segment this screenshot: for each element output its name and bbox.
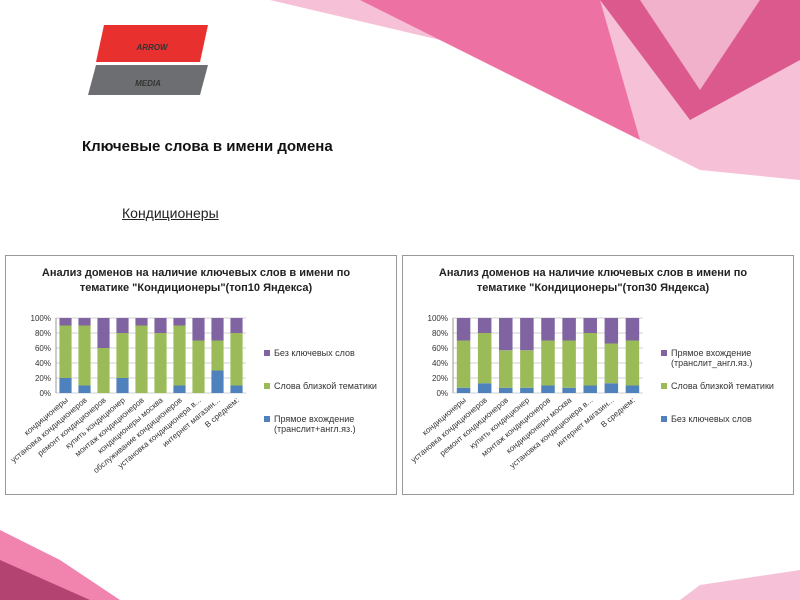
bar-segment	[562, 387, 576, 393]
bar-segment	[477, 318, 492, 333]
bar-segment	[604, 343, 619, 384]
slide-subtitle: Кондиционеры	[122, 205, 219, 221]
logo-text: MEDIA	[135, 79, 161, 88]
bar-segment	[192, 318, 205, 341]
legend-item: Прямое вхождение (транслит+англ.яз.)	[264, 414, 392, 434]
bar-segment	[541, 385, 555, 393]
bar-segment	[135, 325, 148, 393]
y-tick-label: 40%	[432, 359, 448, 368]
bar-segment	[116, 333, 129, 378]
bar-segment	[562, 318, 576, 341]
bar-segment	[456, 340, 471, 388]
y-tick-label: 60%	[35, 344, 51, 353]
bar-segment	[211, 340, 224, 371]
bar-segment	[541, 318, 555, 341]
bar-segment	[230, 333, 243, 386]
legend-swatch	[264, 416, 270, 422]
legend-item: Без ключевых слов	[264, 348, 392, 358]
logo-text: ARROW	[135, 43, 169, 52]
bar-segment	[583, 318, 597, 333]
bar-segment	[59, 325, 72, 378]
legend-swatch	[661, 350, 667, 356]
legend-item: Слова близкой тематики	[264, 381, 392, 391]
y-tick-label: 100%	[428, 314, 448, 323]
bar-segment	[625, 385, 640, 393]
plot: 0%20%40%60%80%100%кондиционерыустановка …	[409, 314, 643, 470]
bar-segment	[59, 318, 72, 326]
y-tick-label: 0%	[39, 389, 51, 398]
y-tick-label: 80%	[432, 329, 448, 338]
bar-segment	[173, 318, 186, 326]
plot: 0%20%40%60%80%100%кондиционерыустановка …	[9, 314, 246, 475]
chart-title: Анализ доменов на наличие ключевых слов …	[41, 267, 351, 294]
bar-segment	[604, 383, 619, 393]
legend-swatch	[661, 383, 667, 389]
legend-label: Прямое вхождение (транслит+англ.яз.)	[274, 414, 356, 434]
bar-segment	[477, 383, 492, 393]
bar-segment	[230, 318, 243, 333]
bar-segment	[499, 350, 513, 388]
bar-segment	[192, 340, 205, 393]
legend-item: Без ключевых слов	[661, 414, 789, 424]
legend-swatch	[264, 383, 270, 389]
legend-item: Прямое вхождение (транслит_англ.яз.)	[661, 348, 789, 368]
bar-segment	[78, 385, 91, 393]
bar-segment	[116, 378, 129, 393]
y-tick-label: 40%	[35, 359, 51, 368]
bar-segment	[541, 340, 555, 386]
legend-label: Слова близкой тематики	[671, 381, 774, 391]
chart: Анализ доменов на наличие ключевых слов …	[402, 255, 794, 495]
legend-label: Без ключевых слов	[671, 414, 752, 424]
y-tick-label: 20%	[35, 374, 51, 383]
legend-swatch	[264, 350, 270, 356]
legend-swatch	[661, 416, 667, 422]
bar-segment	[499, 387, 513, 393]
bar-segment	[78, 318, 91, 326]
bar-segment	[477, 333, 492, 384]
bar-segment	[211, 318, 224, 341]
bar-segment	[211, 370, 224, 393]
bar-segment	[456, 318, 471, 341]
bar-segment	[562, 340, 576, 388]
legend-label: Слова близкой тематики	[274, 381, 377, 391]
bar-segment	[583, 333, 597, 386]
y-tick-label: 60%	[432, 344, 448, 353]
slide-title: Ключевые слова в имени домена	[82, 138, 333, 155]
bar-segment	[625, 318, 640, 341]
bar-segment	[78, 325, 91, 386]
bar-segment	[97, 348, 110, 393]
chart: Анализ доменов на наличие ключевых слов …	[5, 255, 397, 495]
chart-title: Анализ доменов на наличие ключевых слов …	[438, 267, 748, 294]
bar-segment	[154, 318, 167, 333]
legend-item: Слова близкой тематики	[661, 381, 789, 391]
legend-label: Прямое вхождение (транслит_англ.яз.)	[671, 348, 753, 368]
bar-segment	[520, 350, 534, 388]
bar-segment	[625, 340, 640, 386]
bar-segment	[173, 385, 186, 393]
y-tick-label: 0%	[436, 389, 448, 398]
bar-segment	[154, 333, 167, 393]
y-tick-label: 80%	[35, 329, 51, 338]
bar-segment	[604, 318, 619, 344]
bar-segment	[456, 387, 471, 393]
bar-segment	[499, 318, 513, 351]
legend-label: Без ключевых слов	[274, 348, 355, 358]
bar-segment	[583, 385, 597, 393]
bar-segment	[520, 318, 534, 351]
bar-segment	[520, 387, 534, 393]
y-tick-label: 100%	[31, 314, 51, 323]
bar-segment	[135, 318, 148, 326]
bar-segment	[173, 325, 186, 386]
y-tick-label: 20%	[432, 374, 448, 383]
bar-segment	[116, 318, 129, 333]
bar-segment	[97, 318, 110, 348]
bar-segment	[230, 385, 243, 393]
bar-segment	[59, 378, 72, 393]
